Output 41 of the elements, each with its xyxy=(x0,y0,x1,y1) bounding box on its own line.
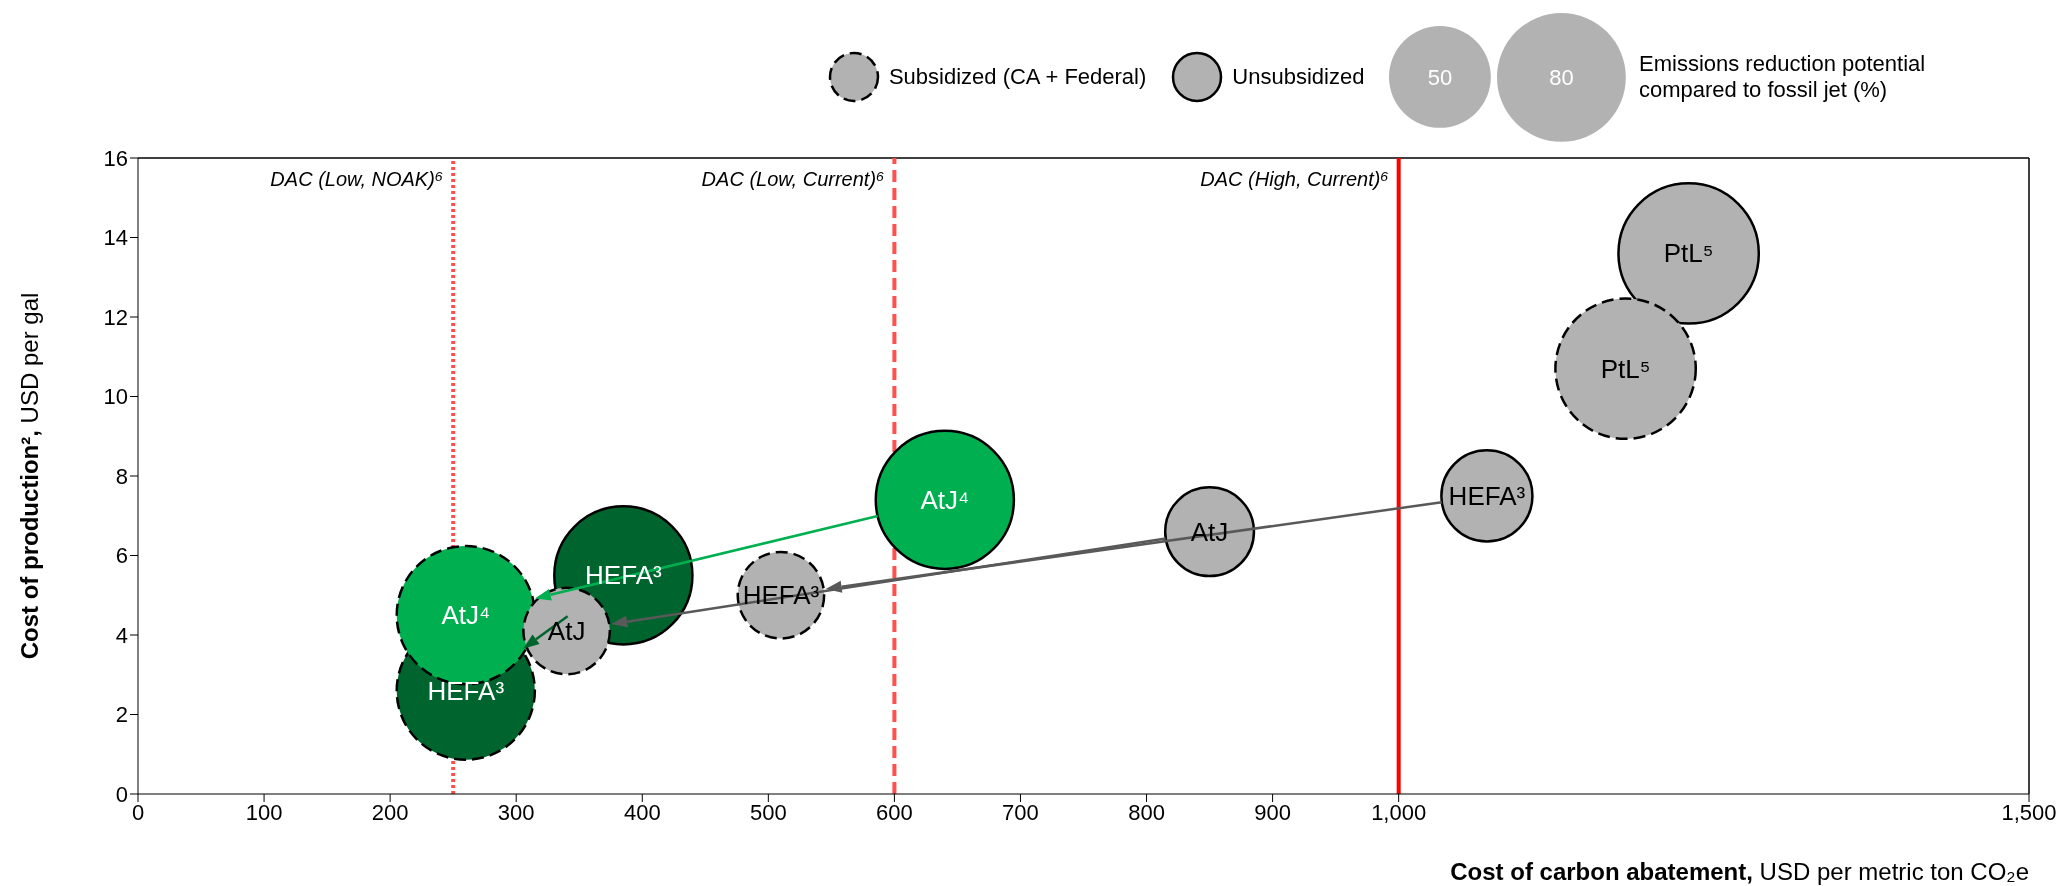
x-tick-label: 500 xyxy=(749,799,787,825)
x-tick-label: 1,500 xyxy=(2001,799,2057,825)
x-tick-label: 1,000 xyxy=(1371,799,1427,825)
annotation: HEFA³ xyxy=(585,560,662,591)
legend-label: 50 xyxy=(1428,65,1453,91)
annotation: AtJ xyxy=(1190,516,1229,547)
legend-label: Subsidized (CA + Federal) xyxy=(888,64,1147,91)
x-tick-label: 100 xyxy=(245,799,283,825)
legend-title: Emissions reduction potential compared to fossil jet (%) xyxy=(1639,51,1927,104)
y-tick-label: 4 xyxy=(115,622,128,648)
y-tick-label: 14 xyxy=(103,225,128,251)
y-tick-label: 12 xyxy=(103,304,128,330)
annotation: AtJ⁴ xyxy=(441,600,491,631)
annotation: PtL⁵ xyxy=(1663,238,1714,269)
y-tick-label: 8 xyxy=(115,463,128,489)
x-tick-label: 900 xyxy=(1254,799,1291,825)
annotation: PtL⁵ xyxy=(1600,353,1651,384)
x-axis-title: Cost of carbon abatement, USD per metric ton CO₂e xyxy=(1450,858,2029,885)
y-tick-label: 6 xyxy=(115,543,128,569)
annotation: AtJ⁴ xyxy=(920,484,970,515)
annotation: HEFA³ xyxy=(1448,480,1526,511)
x-tick-label: 700 xyxy=(1002,799,1039,825)
x-tick-label: 0 xyxy=(131,799,145,825)
x-tick-label: 300 xyxy=(497,799,535,825)
y-tick-label: 16 xyxy=(103,145,128,171)
x-tick-label: 400 xyxy=(623,799,661,825)
ref-line-label: DAC (Low, NOAK)⁶ xyxy=(270,168,444,190)
y-tick-label: 10 xyxy=(103,384,128,410)
legend-label: Unsubsidized xyxy=(1232,64,1365,91)
legend-label: 80 xyxy=(1549,65,1574,91)
y-axis-title: Cost of production², USD per gal xyxy=(16,292,43,660)
annotation: HEFA³ xyxy=(427,675,505,706)
annotation: HEFA³ xyxy=(742,580,820,611)
annotation: AtJ xyxy=(547,616,586,647)
y-tick-label: 2 xyxy=(115,702,128,728)
ref-line-label: DAC (Low, Current)⁶ xyxy=(701,168,885,190)
x-tick-label: 200 xyxy=(371,799,409,825)
x-tick-label: 600 xyxy=(876,799,913,825)
y-tick-label: 0 xyxy=(115,781,128,807)
ref-line-label: DAC (High, Current)⁶ xyxy=(1200,168,1389,190)
x-tick-label: 800 xyxy=(1128,799,1165,825)
